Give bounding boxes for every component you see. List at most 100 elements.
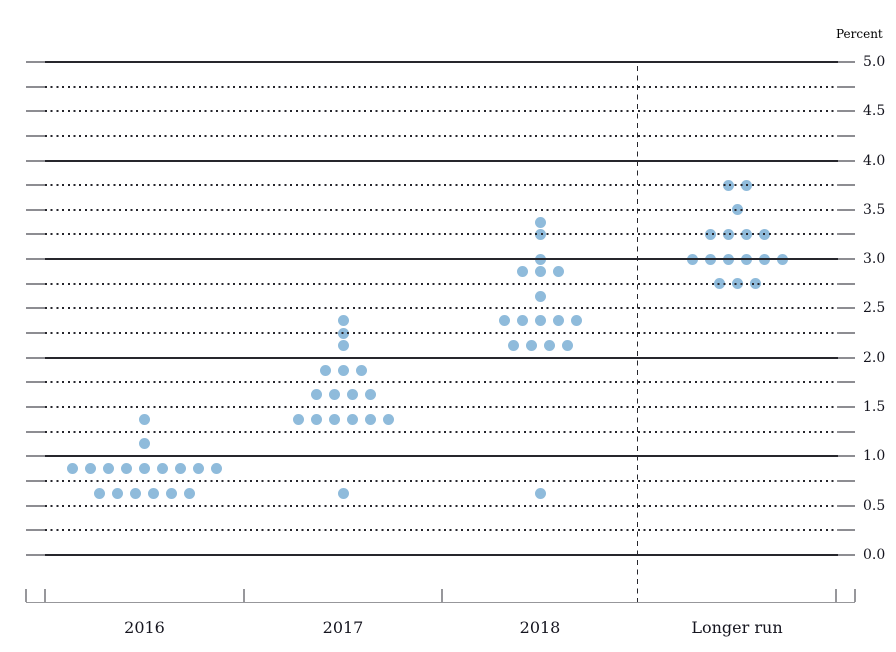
gridline-solid xyxy=(45,455,838,458)
gridline-endcap-right xyxy=(838,184,855,187)
gridline-dotted xyxy=(45,184,838,187)
projection-dot xyxy=(570,315,582,327)
gridline-solid xyxy=(45,159,838,162)
projection-dot xyxy=(193,463,204,475)
gridline-solid xyxy=(45,553,838,556)
projection-dot xyxy=(139,463,150,475)
gridline-endcap-left xyxy=(26,307,45,310)
projection-dot xyxy=(319,364,331,376)
projection-dot xyxy=(166,487,177,499)
projection-dot xyxy=(543,339,555,351)
gridline-endcap-left xyxy=(26,405,45,408)
projection-dot xyxy=(103,463,114,475)
gridline-endcap-right xyxy=(838,159,855,162)
projection-dot xyxy=(552,315,564,327)
projection-dot xyxy=(516,315,528,327)
gridline-endcap-left xyxy=(26,110,45,113)
x-category-label-2016: 2016 xyxy=(124,618,165,637)
projection-dot xyxy=(94,487,105,499)
projection-dot xyxy=(310,413,322,425)
projection-dot xyxy=(157,463,168,475)
gridline-dotted xyxy=(45,233,838,236)
y-axis-unit-label: Percent xyxy=(836,27,883,41)
gridline-endcap-left xyxy=(26,332,45,335)
gridline-dotted xyxy=(45,307,838,310)
projection-dot xyxy=(139,438,150,450)
projection-dot xyxy=(175,463,186,475)
projection-dot xyxy=(534,265,546,277)
y-tick-label: 1.0 xyxy=(863,448,886,465)
projection-dot xyxy=(337,315,349,327)
gridline-endcap-right xyxy=(838,430,855,433)
gridline-endcap-left xyxy=(26,430,45,433)
projection-dot xyxy=(328,389,340,401)
projection-dot xyxy=(364,413,376,425)
gridline-endcap-right xyxy=(838,455,855,458)
projection-dot xyxy=(561,339,573,351)
gridline-endcap-left xyxy=(26,61,45,63)
projection-dot xyxy=(67,463,78,475)
gridline-endcap-left xyxy=(26,479,45,482)
gridline-dotted xyxy=(45,381,838,384)
x-axis-tick xyxy=(44,588,46,602)
projection-dot xyxy=(498,315,510,327)
projection-dot xyxy=(85,463,96,475)
projection-dot xyxy=(112,487,123,499)
y-tick-label: 0.5 xyxy=(863,497,886,514)
y-tick-label: 2.5 xyxy=(863,300,886,317)
gridline-dotted xyxy=(45,134,838,137)
gridline-dotted xyxy=(45,208,838,211)
gridline-dotted xyxy=(45,405,838,408)
gridline-endcap-right xyxy=(838,282,855,285)
gridline-endcap-right xyxy=(838,61,855,63)
projection-dot xyxy=(292,413,304,425)
y-tick-label: 4.0 xyxy=(863,152,886,169)
gridline-endcap-right xyxy=(838,134,855,137)
gridline-endcap-right xyxy=(838,479,855,482)
projection-dot xyxy=(516,265,528,277)
gridline-endcap-right xyxy=(838,529,855,532)
gridline-dotted xyxy=(45,479,838,482)
gridline-dotted xyxy=(45,529,838,532)
gridline-solid xyxy=(45,356,838,359)
gridline-solid xyxy=(45,61,838,63)
projection-dot xyxy=(552,265,564,277)
y-tick-label: 3.0 xyxy=(863,251,886,268)
gridline-endcap-right xyxy=(838,504,855,507)
gridline-endcap-left xyxy=(26,282,45,285)
gridline-endcap-right xyxy=(838,85,855,88)
projection-dot xyxy=(382,413,394,425)
projection-dot xyxy=(121,463,132,475)
gridline-endcap-right xyxy=(838,332,855,335)
projection-dot xyxy=(534,487,546,499)
gridline-endcap-left xyxy=(26,233,45,236)
projection-dot xyxy=(346,389,358,401)
y-tick-label: 2.0 xyxy=(863,349,886,366)
projection-dot xyxy=(364,389,376,401)
gridline-endcap-left xyxy=(26,356,45,359)
gridline-endcap-right xyxy=(838,553,855,556)
projection-dot xyxy=(139,413,150,425)
gridline-endcap-right xyxy=(838,208,855,211)
projection-dot xyxy=(328,413,340,425)
y-tick-label: 5.0 xyxy=(863,54,886,70)
x-axis-tick xyxy=(243,588,245,602)
y-tick-label: 1.5 xyxy=(863,398,886,415)
projection-dot xyxy=(507,339,519,351)
gridline-dotted xyxy=(45,85,838,88)
x-category-label-2017: 2017 xyxy=(322,618,364,637)
projection-dot xyxy=(310,389,322,401)
gridline-endcap-left xyxy=(26,85,45,88)
x-axis-tick xyxy=(441,588,443,602)
gridline-endcap-left xyxy=(26,381,45,384)
gridline-dotted xyxy=(45,282,838,285)
x-axis-line xyxy=(26,601,855,603)
gridline-endcap-right xyxy=(838,405,855,408)
x-axis-tick xyxy=(25,588,27,602)
gridline-endcap-left xyxy=(26,258,45,261)
projection-dot xyxy=(130,487,141,499)
projection-dot xyxy=(346,413,358,425)
gridline-endcap-right xyxy=(838,307,855,310)
gridline-endcap-left xyxy=(26,184,45,187)
gridline-endcap-left xyxy=(26,504,45,507)
